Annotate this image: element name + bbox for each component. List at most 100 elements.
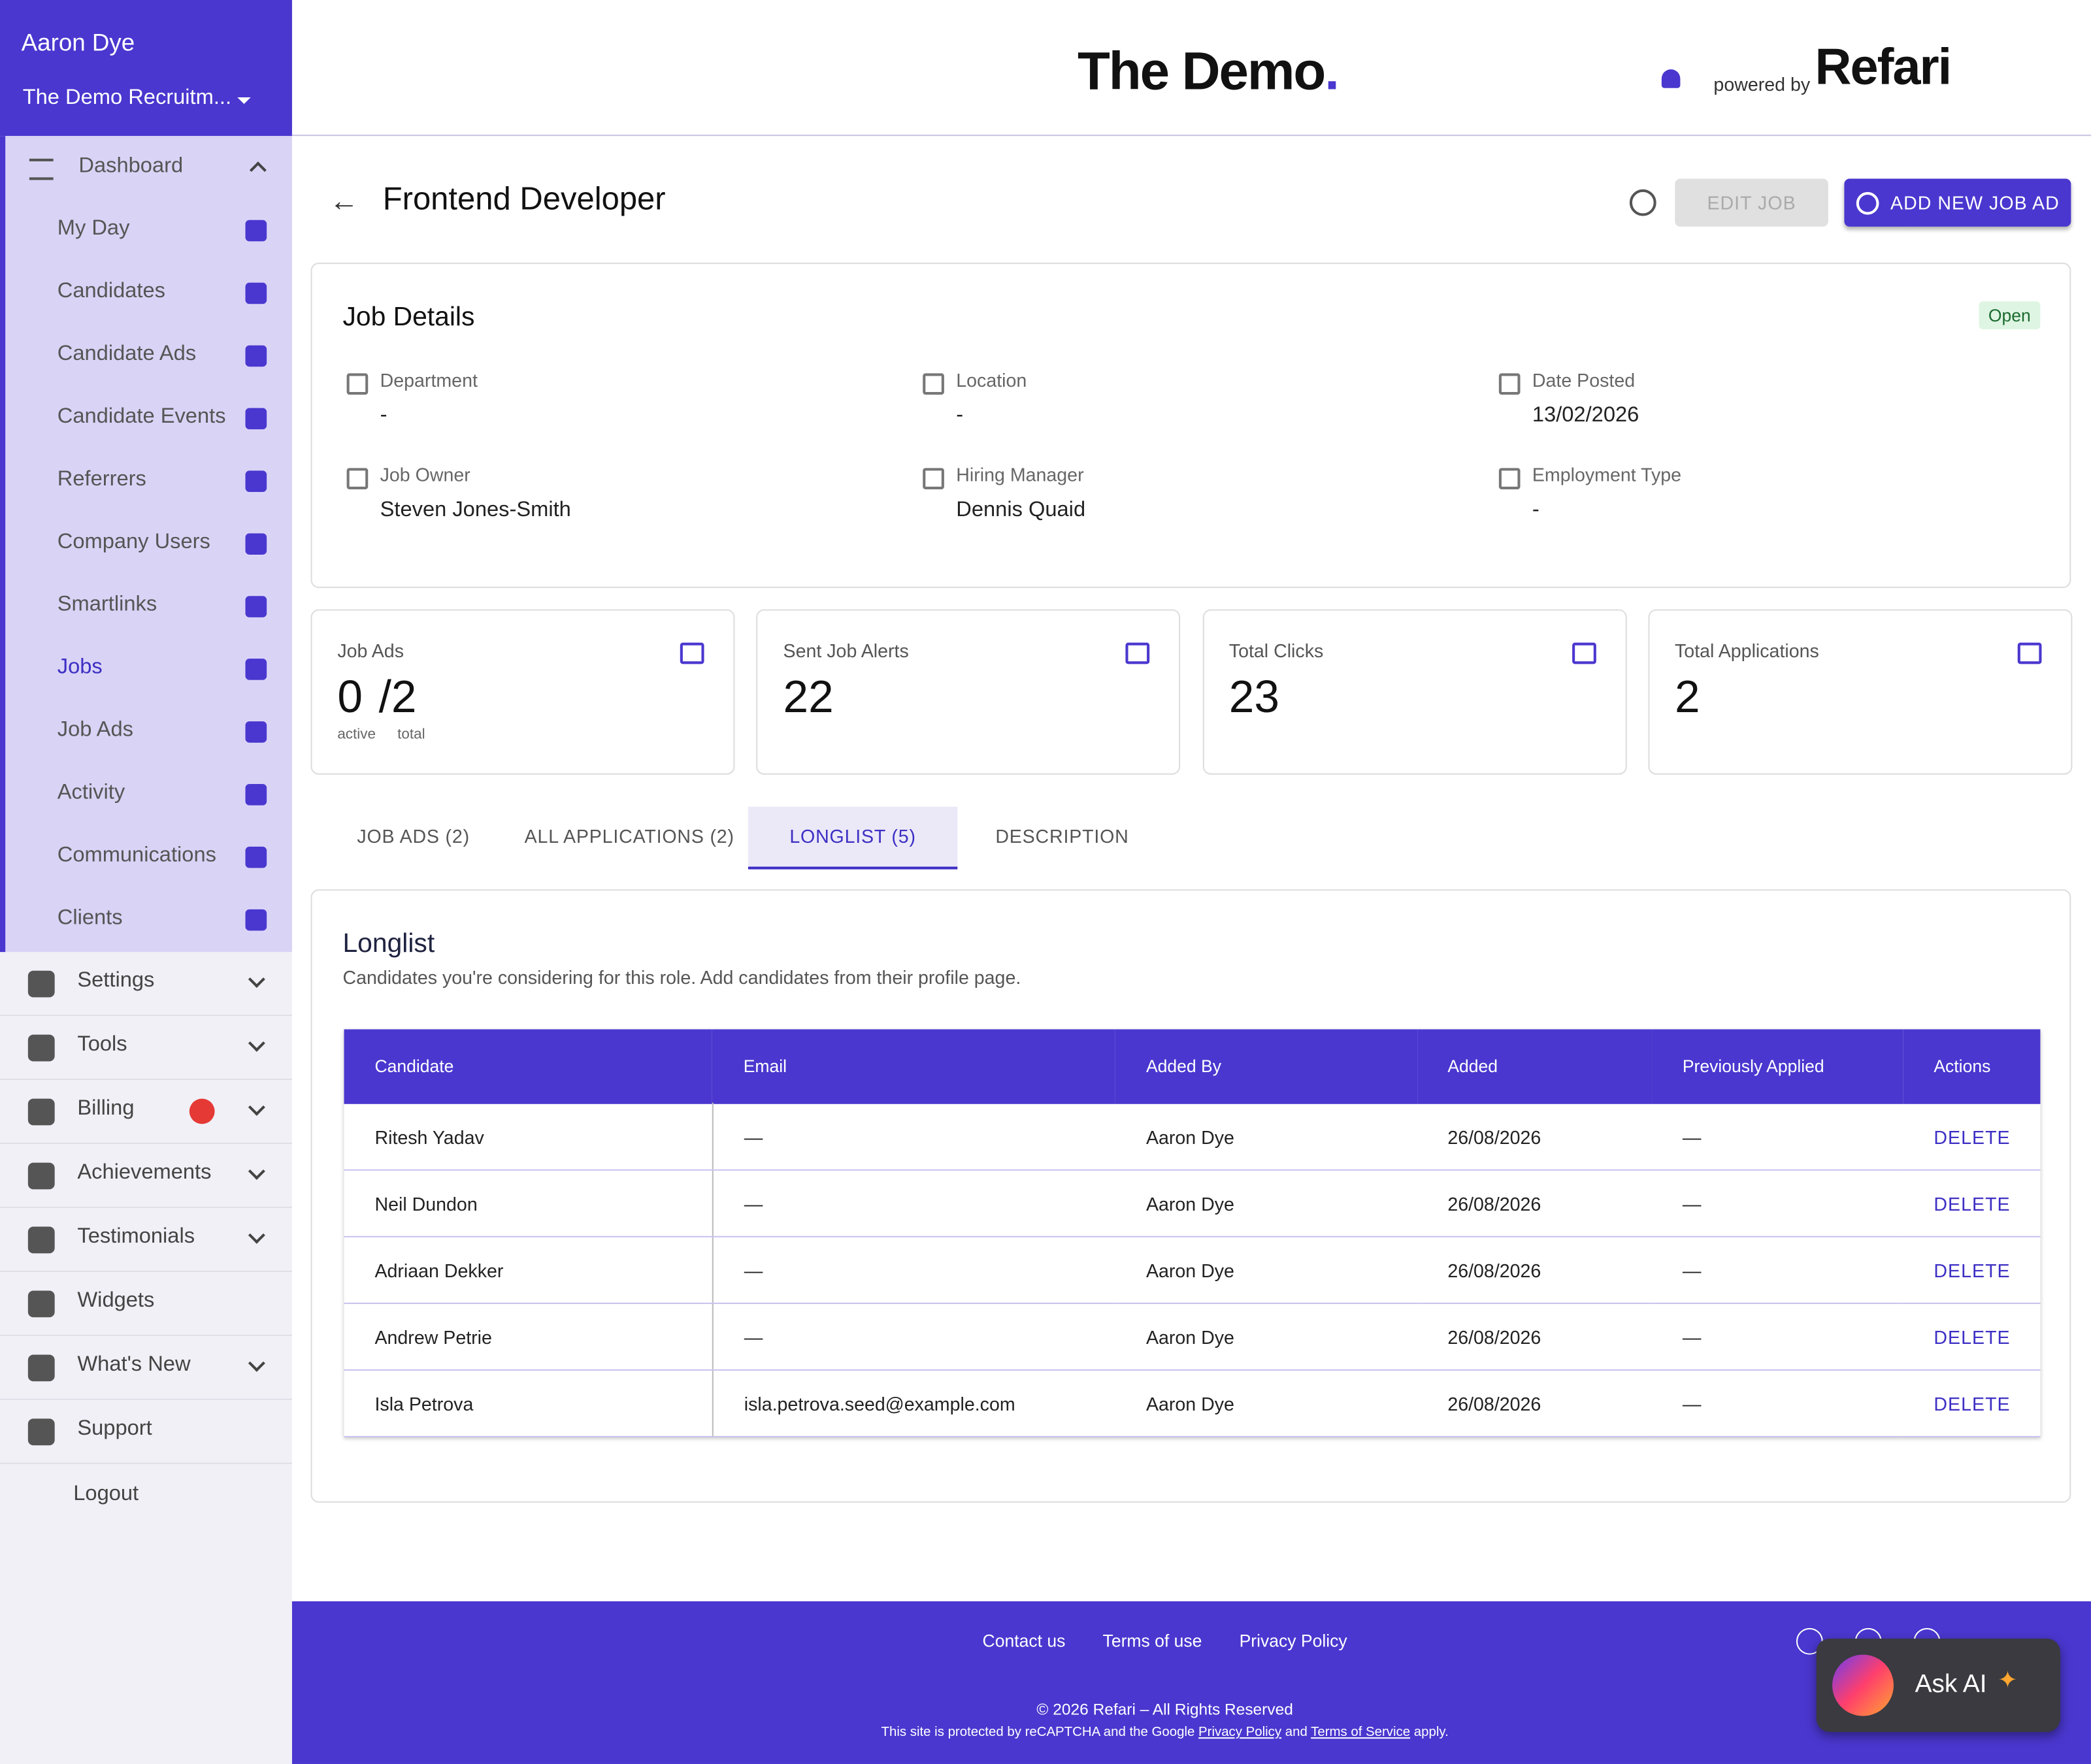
menu-item[interactable]: Company Users [57, 531, 210, 553]
sidebar-section[interactable]: Achievements [0, 1144, 292, 1208]
column-header: Actions [1903, 1029, 2041, 1103]
recaptcha-link[interactable]: Terms of Service [1311, 1725, 1411, 1740]
delete-action[interactable]: DELETE [1903, 1235, 2041, 1304]
section-label: Tools [77, 1033, 127, 1056]
delete-action[interactable]: DELETE [1903, 1169, 2041, 1237]
footer-link[interactable]: Terms of use [1102, 1630, 1202, 1651]
field-label: Date Posted [1532, 369, 1636, 391]
stat-label: Total Applications [1675, 640, 1819, 662]
ai-logo [1832, 1654, 1894, 1716]
stat-card: Total Clicks 23 [1202, 609, 1626, 775]
back-button[interactable]: ← [329, 184, 359, 218]
footer-links: Contact us Terms of use Privacy Policy [265, 1631, 2064, 1651]
brand: The Demo. [1078, 42, 1340, 103]
stat-sub: total [397, 727, 425, 743]
sidebar-section[interactable]: Billing [0, 1080, 292, 1145]
edit-job-button[interactable]: EDIT JOB [1675, 178, 1828, 227]
stat-value: 2 [1675, 672, 1700, 723]
menu-icon [245, 345, 267, 367]
menu-icon [245, 408, 267, 430]
menu-icon [29, 158, 54, 180]
longlist-card: Longlist Candidates you're considering f… [310, 889, 2071, 1503]
tab[interactable]: LONGLIST (5) [748, 806, 958, 870]
sidebar-section[interactable]: Support [0, 1400, 292, 1464]
sidebar-section[interactable]: What's New [0, 1336, 292, 1400]
table-cell: — [712, 1235, 1116, 1304]
menu-icon [245, 846, 267, 868]
table-row: Neil Dundon — Aaron Dye 26/08/2026— DELETE [344, 1169, 2041, 1237]
recaptcha-text: This site is protected by reCAPTCHA and … [881, 1725, 1195, 1740]
stat-card: Sent Job Alerts 22 [756, 609, 1181, 775]
add-job-ad-button[interactable]: ADD NEW JOB AD [1844, 178, 2071, 227]
section-label: Support [77, 1417, 152, 1441]
menu-item[interactable]: Clients [57, 906, 123, 930]
menu-title[interactable]: Dashboard [78, 154, 184, 178]
table-cell: Aaron Dye [1115, 1102, 1417, 1171]
footer-link[interactable]: Privacy Policy [1239, 1630, 1347, 1651]
section-label: Widgets [77, 1289, 155, 1313]
bell-icon[interactable] [1661, 69, 1681, 88]
section-icon [27, 1418, 55, 1446]
menu-item[interactable]: Referrers [57, 468, 146, 491]
column-header: Email [712, 1029, 1116, 1103]
sidebar-section[interactable]: Widgets [0, 1272, 292, 1336]
section-icon [27, 1226, 55, 1254]
company-select[interactable]: The Demo Recruitm... [22, 86, 232, 110]
menu-item[interactable]: Communications [57, 843, 216, 867]
table-cell: — [1651, 1169, 1903, 1237]
table-cell: 26/08/2026 [1417, 1169, 1652, 1237]
recaptcha-link[interactable]: Privacy Policy [1198, 1725, 1282, 1740]
delete-action[interactable]: DELETE [1903, 1302, 2041, 1371]
menu-item[interactable]: Jobs [57, 656, 103, 679]
tab[interactable]: JOB ADS (2) [357, 825, 470, 847]
page-title: Frontend Developer [382, 181, 666, 218]
column-header: Added [1417, 1029, 1652, 1103]
stat-label: Job Ads [337, 640, 404, 662]
ask-ai-button[interactable]: Ask AI ✦ [1816, 1639, 2061, 1732]
stat-total: /2 [378, 672, 417, 723]
tab[interactable]: ALL APPLICATIONS (2) [524, 825, 734, 847]
alert-badge [189, 1098, 215, 1124]
info-icon[interactable] [1629, 189, 1656, 216]
stat-sub: active [337, 727, 376, 743]
field-icon [346, 468, 369, 489]
table-cell: Adriaan Dekker [344, 1235, 714, 1304]
longlist-subtitle: Candidates you're considering for this r… [342, 966, 1021, 988]
logout[interactable]: Logout [73, 1482, 139, 1506]
section-icon [27, 1034, 55, 1062]
stat-icon [2017, 642, 2042, 664]
menu-icon [245, 783, 267, 806]
stat-icon [1572, 642, 1596, 664]
tabs: JOB ADS (2) ALL APPLICATIONS (2) LONGLIST … [311, 806, 2071, 870]
sidebar-section[interactable]: Settings [0, 952, 292, 1017]
sidebar-section[interactable]: Tools [0, 1016, 292, 1081]
menu-item[interactable]: Activity [57, 781, 125, 804]
section-label: Testimonials [77, 1225, 195, 1249]
stat-value: 23 [1228, 672, 1279, 723]
field-label: Department [380, 369, 478, 391]
sidebar-section[interactable]: Testimonials [0, 1208, 292, 1272]
table-row: Adriaan Dekker — Aaron Dye 26/08/2026— DELET… [344, 1235, 2041, 1304]
table-cell: — [1651, 1102, 1903, 1171]
menu-item[interactable]: Candidates [57, 280, 165, 303]
footer-link[interactable]: Contact us [982, 1630, 1066, 1651]
copyright: © 2026 Refari – All Rights Reserved [1036, 1700, 1293, 1719]
sparkle: ✦ [1998, 1667, 2018, 1693]
delete-action[interactable]: DELETE [1903, 1369, 2041, 1437]
section-label: Billing [77, 1097, 135, 1120]
table-row: Ritesh Yadav — Aaron Dye 26/08/2026— DELETE [344, 1102, 2041, 1171]
delete-action[interactable]: DELETE [1903, 1102, 2041, 1171]
menu-item[interactable]: Candidate Events [57, 405, 226, 429]
menu-item[interactable]: Candidate Ads [57, 342, 197, 366]
tab[interactable]: DESCRIPTION [995, 825, 1129, 847]
field-value: Steven Jones-Smith [380, 498, 571, 521]
field-icon [346, 373, 369, 395]
recaptcha-text: and [1285, 1725, 1308, 1740]
section-icon [27, 970, 55, 998]
menu-item[interactable]: My Day [57, 217, 130, 240]
stat-value: 0 [337, 672, 363, 723]
menu-item[interactable]: Smartlinks [57, 593, 157, 616]
menu-item[interactable]: Job Ads [57, 718, 133, 742]
stat-label: Total Clicks [1228, 640, 1324, 662]
